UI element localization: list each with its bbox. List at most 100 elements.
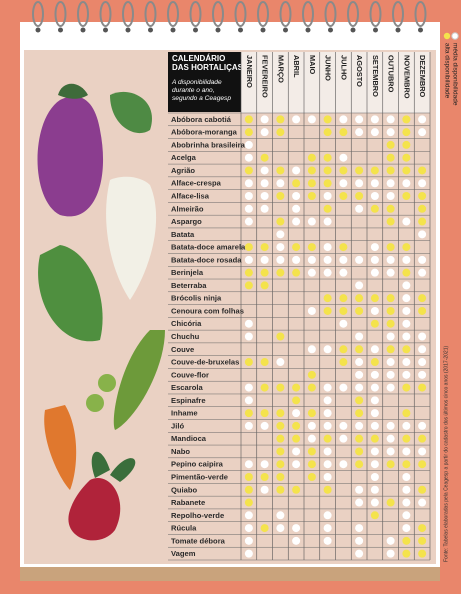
ring-hole xyxy=(80,27,86,33)
availability-dot xyxy=(355,524,364,533)
availability-dot xyxy=(260,192,269,201)
vegetable-name: Pimentão-verde xyxy=(171,472,228,481)
availability-dot xyxy=(276,230,285,239)
vegetable-name: Almeirão xyxy=(171,204,204,213)
vegetable-name: Agrião xyxy=(171,166,195,175)
availability-dot xyxy=(402,128,411,137)
ring-hole xyxy=(418,27,423,33)
availability-dot xyxy=(402,306,411,315)
availability-dot xyxy=(355,460,364,469)
subtitle: durante o ano, xyxy=(172,87,215,94)
availability-dot xyxy=(260,472,269,481)
availability-dot xyxy=(402,485,411,494)
availability-dot xyxy=(323,460,332,469)
availability-dot xyxy=(307,166,316,175)
availability-dot xyxy=(386,255,395,264)
availability-dot xyxy=(323,243,332,252)
availability-dot xyxy=(402,268,411,277)
availability-dot xyxy=(244,524,253,533)
availability-dot xyxy=(370,472,379,481)
availability-dot xyxy=(307,179,316,188)
availability-dot xyxy=(292,409,301,418)
availability-dot xyxy=(323,204,332,213)
ring xyxy=(369,1,382,27)
availability-dot xyxy=(292,485,301,494)
availability-dot xyxy=(323,268,332,277)
vegetable-name: Rabanete xyxy=(171,498,205,507)
availability-dot xyxy=(260,460,269,469)
availability-dot xyxy=(370,243,379,252)
availability-dot xyxy=(339,434,348,443)
availability-dot xyxy=(292,536,301,545)
availability-dot xyxy=(355,192,364,201)
availability-dot xyxy=(292,524,301,533)
ring-hole xyxy=(283,27,288,33)
availability-dot xyxy=(244,511,253,520)
availability-dot xyxy=(276,460,285,469)
availability-dot xyxy=(260,485,269,494)
availability-dot xyxy=(323,255,332,264)
availability-dot xyxy=(292,166,301,175)
availability-dot xyxy=(323,396,332,405)
month-label: JUNHO xyxy=(324,55,333,81)
availability-dot xyxy=(355,128,364,137)
vegetable-name: Espinafre xyxy=(171,396,206,405)
subtitle: A disponibilidade xyxy=(171,79,222,86)
ring-hole xyxy=(395,27,401,33)
availability-dot xyxy=(418,179,427,188)
availability-dot xyxy=(402,140,411,149)
ring-hole xyxy=(170,27,176,33)
availability-dot xyxy=(323,179,332,188)
availability-dot xyxy=(402,472,411,481)
availability-dot xyxy=(260,179,269,188)
vegetable-name: Escarola xyxy=(171,383,203,392)
month-label: MARÇO xyxy=(276,55,285,83)
availability-dot xyxy=(244,166,253,175)
availability-dot xyxy=(276,524,285,533)
availability-dot xyxy=(370,485,379,494)
month-label: NOVEMBRO xyxy=(402,55,411,99)
availability-dot xyxy=(307,268,316,277)
availability-dot xyxy=(418,306,427,315)
availability-dot xyxy=(276,332,285,341)
availability-dot xyxy=(418,255,427,264)
availability-dot xyxy=(260,255,269,264)
availability-dot xyxy=(418,230,427,239)
availability-dot xyxy=(292,179,301,188)
availability-dot xyxy=(292,421,301,430)
availability-dot xyxy=(355,166,364,175)
vegetable-name: Beterraba xyxy=(171,281,207,290)
availability-dot xyxy=(370,255,379,264)
spiral xyxy=(32,1,427,33)
availability-dot xyxy=(418,192,427,201)
availability-dot xyxy=(307,153,316,162)
availability-dot xyxy=(370,294,379,303)
month-label: ABRIL xyxy=(292,55,301,78)
availability-dot xyxy=(402,498,411,507)
vegetable-name: Chicória xyxy=(171,319,202,328)
vegetable-name: Aspargo xyxy=(171,217,202,226)
availability-dot xyxy=(418,460,427,469)
ring-hole xyxy=(305,27,311,33)
availability-dot xyxy=(244,472,253,481)
availability-dot xyxy=(402,192,411,201)
ring xyxy=(347,1,359,27)
availability-dot xyxy=(402,447,411,456)
availability-dot xyxy=(402,332,411,341)
availability-dot xyxy=(260,115,269,124)
availability-dot xyxy=(402,153,411,162)
vegetable-name: Abóbora cabotiá xyxy=(171,115,232,124)
availability-dot xyxy=(355,294,364,303)
availability-dot xyxy=(370,192,379,201)
month-label: SETEMBRO xyxy=(371,55,380,97)
availability-dot xyxy=(418,498,427,507)
availability-dot xyxy=(323,383,332,392)
availability-dot xyxy=(370,447,379,456)
availability-dot xyxy=(355,370,364,379)
availability-dot xyxy=(244,217,253,226)
ring-hole xyxy=(148,27,153,33)
availability-dot xyxy=(260,268,269,277)
ring-hole xyxy=(215,27,221,33)
availability-dot xyxy=(323,447,332,456)
availability-dot xyxy=(386,268,395,277)
